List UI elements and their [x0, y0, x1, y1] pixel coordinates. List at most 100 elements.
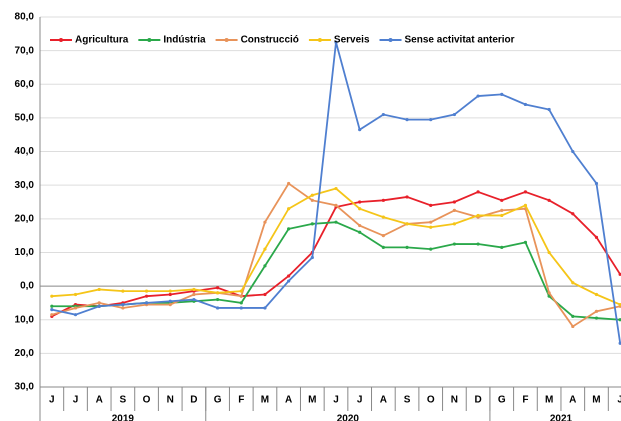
data-point — [547, 250, 551, 255]
legend-marker — [59, 38, 63, 42]
data-point — [381, 234, 385, 238]
x-tick-label: G — [214, 395, 222, 406]
x-tick-label: G — [498, 395, 506, 406]
data-point — [405, 245, 409, 250]
x-tick-label: J — [73, 395, 79, 406]
data-point — [429, 117, 433, 122]
y-tick-label: 40,0 — [15, 146, 35, 157]
data-point — [571, 212, 575, 216]
x-tick-label: M — [545, 395, 553, 406]
y-tick-label: 20,0 — [15, 213, 35, 224]
data-point — [476, 190, 480, 194]
y-tick-label: 10,0 — [15, 247, 35, 258]
data-point — [452, 222, 456, 226]
legend-label: Indústria — [163, 35, 206, 46]
y-tick-label: 50,0 — [15, 113, 35, 124]
data-point — [594, 235, 599, 239]
data-point — [73, 292, 78, 297]
data-point — [429, 203, 433, 207]
data-point — [263, 220, 267, 224]
data-point — [310, 222, 314, 226]
data-point — [547, 198, 551, 202]
data-point — [381, 215, 385, 219]
y-tick-label: 30,0 — [15, 180, 35, 191]
data-point — [358, 230, 362, 234]
x-tick-label: A — [285, 395, 292, 406]
x-tick-label: J — [357, 395, 363, 406]
x-tick-label: M — [592, 395, 600, 406]
data-point — [381, 112, 385, 117]
data-point — [263, 306, 267, 310]
data-point — [571, 314, 575, 318]
x-tick-label: D — [474, 395, 481, 406]
data-point — [594, 292, 599, 297]
y-tick-label: 80,0 — [15, 12, 35, 23]
data-point — [121, 306, 125, 310]
data-point — [192, 297, 196, 302]
series-line — [51, 190, 621, 318]
data-point — [310, 198, 314, 202]
data-point — [50, 294, 54, 298]
data-point — [571, 281, 575, 285]
y-tick-label: 60,0 — [15, 79, 35, 90]
data-point — [310, 193, 314, 197]
data-point — [618, 318, 621, 322]
x-tick-label: J — [617, 395, 621, 406]
year-label: 2021 — [550, 414, 573, 421]
data-point — [618, 341, 621, 345]
data-point — [144, 289, 149, 293]
legend-label: Agricultura — [75, 35, 129, 46]
data-point — [429, 225, 433, 229]
data-point — [594, 316, 599, 320]
data-point — [287, 227, 291, 231]
data-point — [50, 304, 54, 308]
y-tick-label: 30,0 — [15, 382, 35, 393]
legend-label: Sense activitat anterior — [405, 35, 515, 46]
legend-marker — [388, 38, 393, 42]
data-point — [121, 302, 125, 307]
x-tick-label: F — [238, 395, 244, 406]
data-point — [97, 301, 101, 305]
data-point — [500, 213, 504, 218]
data-point — [287, 181, 291, 186]
data-point — [97, 287, 101, 292]
data-point — [476, 94, 480, 98]
data-point — [618, 302, 621, 307]
data-point — [429, 220, 433, 224]
data-point — [121, 289, 125, 293]
data-point — [358, 207, 362, 211]
x-tick-label: A — [380, 395, 387, 406]
data-point — [523, 102, 528, 107]
data-point — [192, 287, 196, 292]
x-tick-label: S — [404, 395, 411, 406]
data-point — [476, 213, 480, 218]
data-point — [405, 222, 409, 226]
data-point — [523, 240, 528, 244]
data-point — [263, 247, 267, 251]
data-point — [523, 203, 528, 207]
x-tick-label: N — [451, 395, 458, 406]
data-point — [239, 294, 243, 298]
data-point — [429, 247, 433, 251]
data-point — [168, 302, 172, 307]
data-point — [239, 301, 243, 305]
x-tick-label: M — [261, 395, 269, 406]
data-point — [73, 313, 78, 317]
data-point — [287, 279, 291, 283]
data-point — [168, 292, 172, 297]
data-point — [405, 117, 409, 122]
x-tick-label: F — [522, 395, 528, 406]
x-tick-label: J — [333, 395, 339, 406]
legend-marker — [147, 38, 152, 42]
x-tick-label: O — [427, 395, 435, 406]
data-point — [192, 292, 196, 297]
data-point — [358, 223, 362, 228]
x-tick-label: A — [569, 395, 576, 406]
data-point — [358, 200, 362, 204]
legend-label: Serveis — [334, 35, 370, 46]
year-label: 2019 — [112, 414, 135, 421]
y-tick-label: 0,0 — [20, 281, 34, 292]
data-point — [287, 207, 291, 211]
x-tick-label: M — [308, 395, 316, 406]
